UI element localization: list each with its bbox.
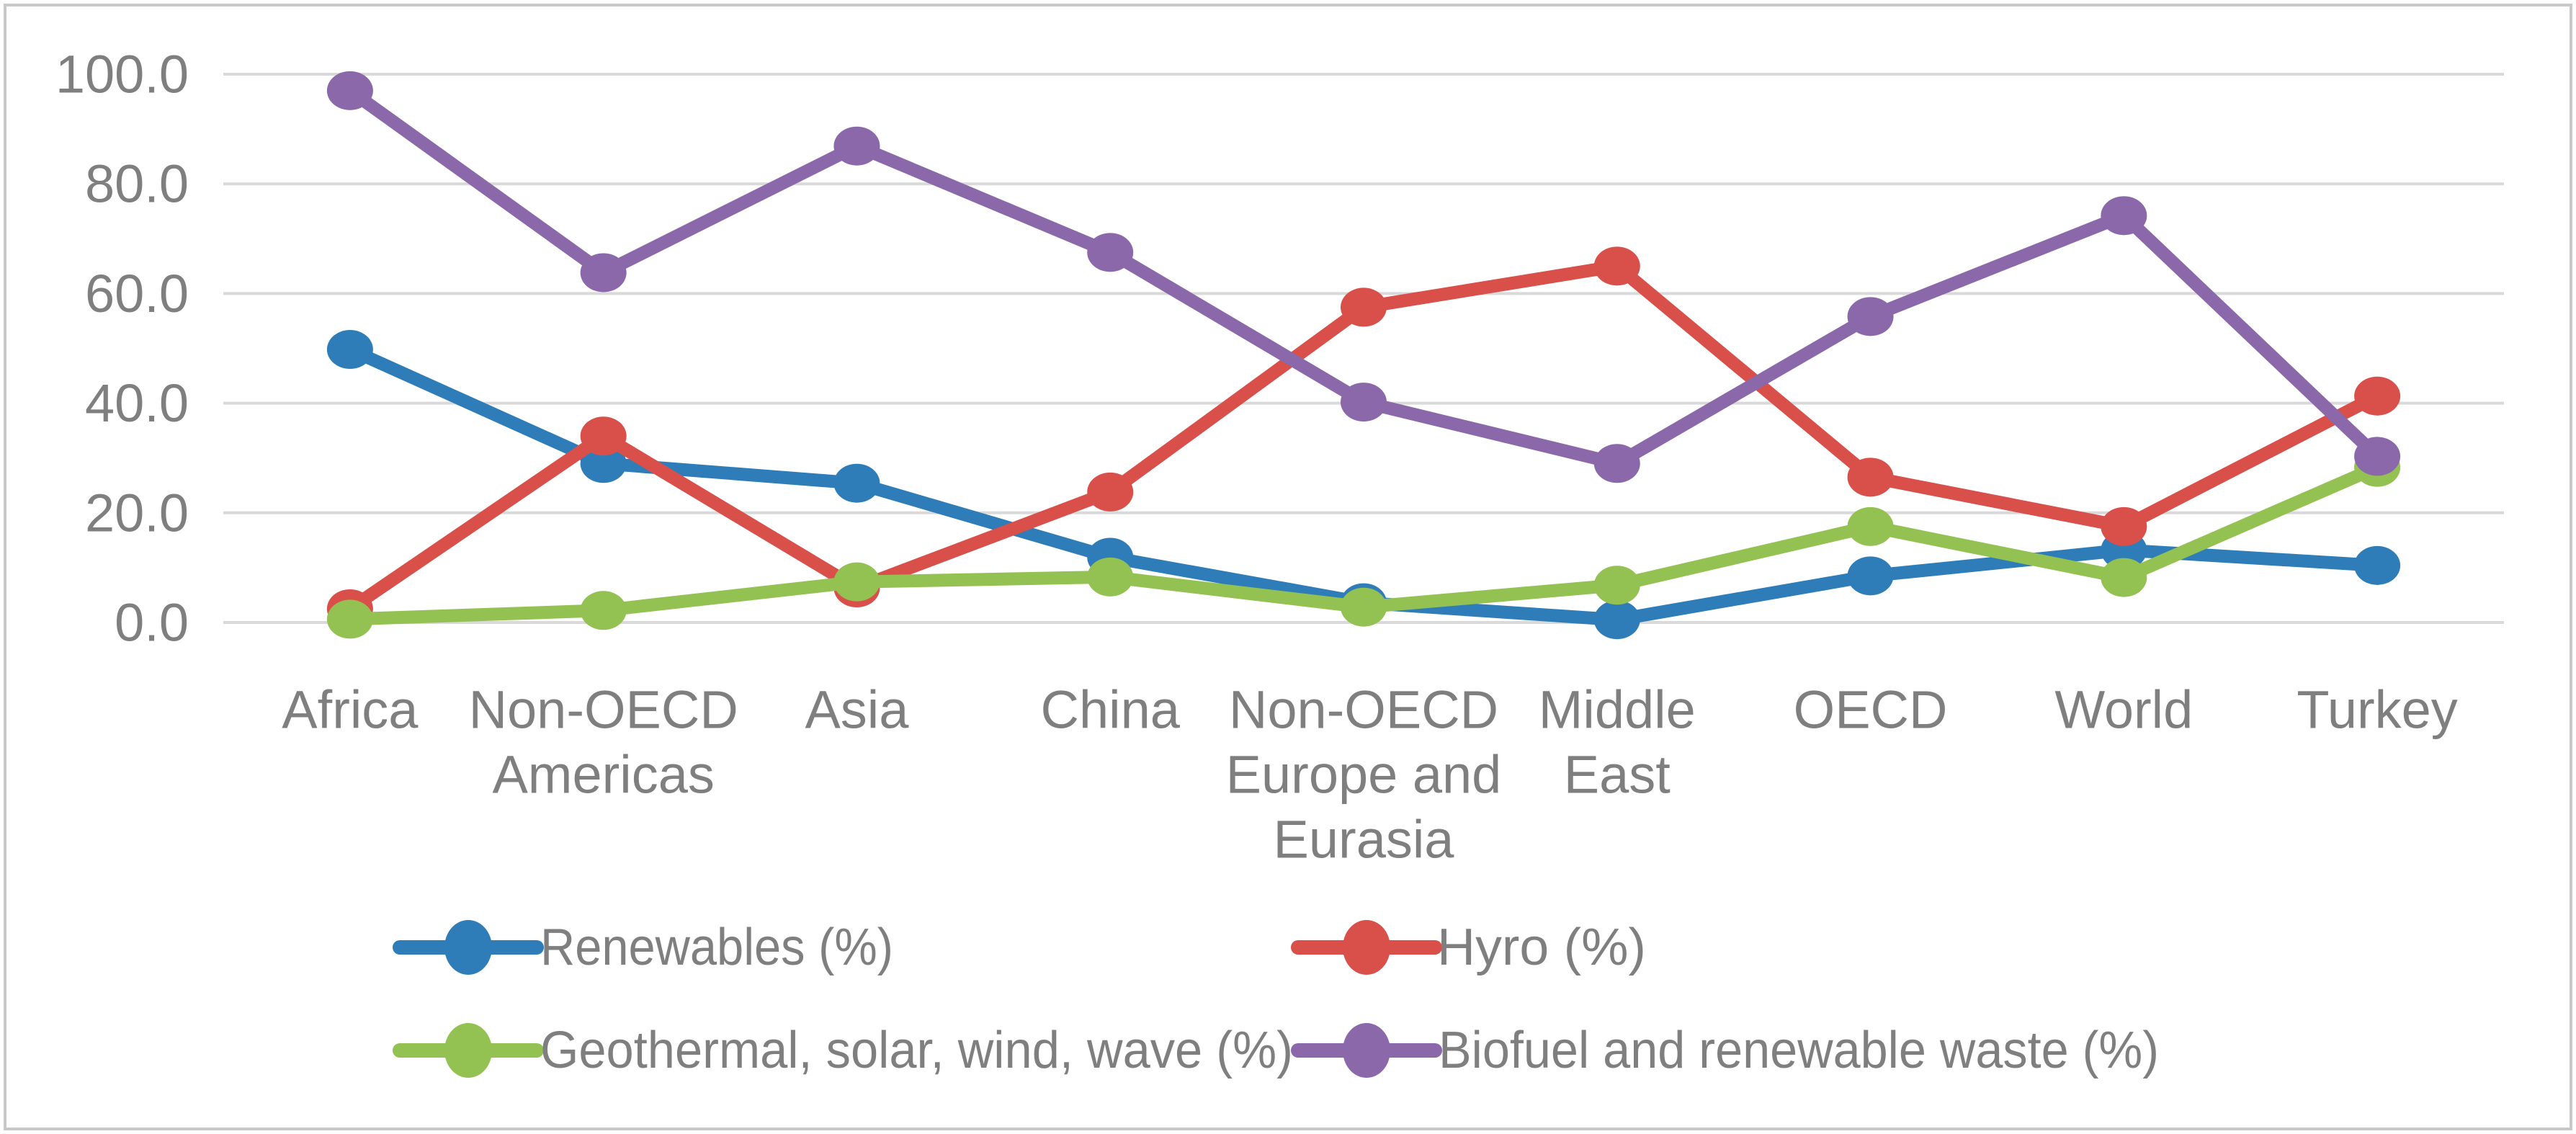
legend-label: Geothermal, solar, wind, wave (%) — [540, 1022, 1293, 1079]
legend-marker-icon — [1343, 920, 1390, 975]
data-point — [1593, 566, 1640, 605]
data-point — [833, 463, 880, 503]
data-point — [2101, 506, 2147, 546]
data-point — [2101, 558, 2147, 597]
x-axis-category-label: Africa — [282, 680, 419, 740]
data-point — [326, 71, 373, 110]
x-axis-category-label: Non-OECD — [469, 680, 738, 740]
legend-marker-icon — [444, 1023, 492, 1078]
data-point — [2101, 196, 2147, 236]
data-point — [326, 330, 373, 370]
legend-label: Biofuel and renewable waste (%) — [1439, 1022, 2159, 1079]
y-axis-tick-label: 100.0 — [55, 45, 189, 104]
data-point — [326, 599, 373, 639]
data-point — [1087, 557, 1134, 597]
x-axis-category-label: Americas — [492, 745, 714, 805]
legend-label: Hyro (%) — [1437, 919, 1646, 976]
data-point — [2354, 545, 2401, 585]
data-point — [580, 444, 627, 483]
legend-label: Renewables (%) — [540, 919, 893, 976]
data-point — [1847, 556, 1894, 596]
x-axis-category-label: Asia — [805, 680, 909, 740]
data-point — [580, 416, 627, 456]
x-axis-category-label: OECD — [1794, 680, 1948, 740]
data-point — [580, 591, 627, 630]
data-point — [2354, 376, 2401, 416]
y-axis-tick-label: 80.0 — [85, 154, 189, 214]
chart-frame-border — [4, 4, 2572, 1130]
data-point — [1341, 383, 1387, 422]
data-point — [1593, 444, 1640, 483]
x-axis-category-label: Middle — [1539, 680, 1696, 740]
legend-marker-icon — [1343, 1023, 1390, 1078]
y-axis-tick-label: 20.0 — [85, 483, 189, 543]
data-point — [1593, 600, 1640, 640]
data-point — [1341, 587, 1387, 627]
x-axis-category-label: Turkey — [2297, 680, 2457, 740]
y-axis-tick-label: 0.0 — [115, 593, 189, 653]
x-axis-category-label: Europe and — [1226, 745, 1502, 805]
legend-marker-icon — [444, 920, 492, 975]
x-axis-category-label: East — [1564, 745, 1671, 805]
data-point — [2354, 437, 2401, 476]
x-axis-category-label: World — [2054, 680, 2193, 740]
data-point — [1847, 506, 1894, 546]
y-axis-tick-label: 60.0 — [85, 264, 189, 323]
x-axis-category-label: Eurasia — [1274, 810, 1455, 870]
data-point — [1847, 297, 1894, 336]
x-axis-category-label: Non-OECD — [1229, 680, 1498, 740]
data-point — [1341, 287, 1387, 327]
data-point — [1847, 457, 1894, 497]
y-axis-tick-label: 40.0 — [85, 373, 189, 433]
data-point — [580, 253, 627, 293]
data-point — [1593, 246, 1640, 286]
data-point — [833, 562, 880, 602]
data-point — [833, 126, 880, 166]
x-axis-category-label: China — [1041, 680, 1181, 740]
data-point — [1087, 233, 1134, 272]
data-point — [1087, 472, 1134, 512]
